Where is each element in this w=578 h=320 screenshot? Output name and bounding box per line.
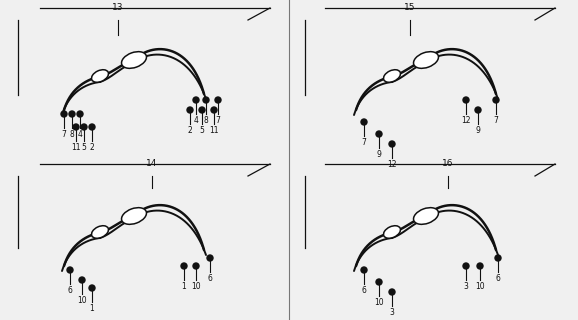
Text: 11: 11 — [209, 126, 218, 135]
Circle shape — [215, 97, 221, 103]
Circle shape — [493, 97, 499, 103]
Ellipse shape — [413, 52, 439, 68]
Circle shape — [61, 111, 67, 117]
Circle shape — [211, 107, 217, 113]
Text: 3: 3 — [390, 308, 394, 317]
Ellipse shape — [384, 70, 401, 82]
Text: 12: 12 — [461, 116, 470, 125]
Circle shape — [361, 119, 367, 125]
Circle shape — [475, 107, 481, 113]
Ellipse shape — [121, 208, 146, 224]
Ellipse shape — [91, 226, 109, 238]
Circle shape — [89, 285, 95, 291]
Circle shape — [199, 107, 205, 113]
Text: 7: 7 — [62, 130, 66, 139]
Text: 1: 1 — [181, 282, 186, 291]
Text: 6: 6 — [208, 274, 213, 283]
Text: 6: 6 — [68, 286, 72, 295]
Text: 12: 12 — [387, 160, 397, 169]
Text: 5: 5 — [81, 143, 87, 152]
Circle shape — [89, 124, 95, 130]
Circle shape — [463, 263, 469, 269]
Circle shape — [69, 111, 75, 117]
Text: 16: 16 — [442, 159, 454, 168]
Text: 1: 1 — [90, 304, 94, 313]
Text: 10: 10 — [77, 296, 87, 305]
Text: 7: 7 — [216, 116, 220, 125]
Text: 6: 6 — [495, 274, 501, 283]
Circle shape — [361, 267, 367, 273]
Circle shape — [67, 267, 73, 273]
Text: 10: 10 — [475, 282, 485, 291]
Text: 4: 4 — [194, 116, 198, 125]
Circle shape — [495, 255, 501, 261]
Text: 4: 4 — [77, 130, 83, 139]
Text: 7: 7 — [494, 116, 498, 125]
Text: 5: 5 — [199, 126, 205, 135]
Text: 15: 15 — [404, 3, 416, 12]
Text: 7: 7 — [362, 138, 366, 147]
Text: 8: 8 — [203, 116, 209, 125]
Circle shape — [463, 97, 469, 103]
Circle shape — [79, 277, 85, 283]
Text: 6: 6 — [362, 286, 366, 295]
Ellipse shape — [121, 52, 146, 68]
Text: 3: 3 — [464, 282, 468, 291]
Circle shape — [73, 124, 79, 130]
Ellipse shape — [413, 208, 439, 224]
Circle shape — [389, 289, 395, 295]
Text: 2: 2 — [90, 143, 94, 152]
Text: 10: 10 — [374, 298, 384, 307]
Text: 11: 11 — [71, 143, 81, 152]
Circle shape — [187, 107, 193, 113]
Circle shape — [207, 255, 213, 261]
Text: 13: 13 — [112, 3, 124, 12]
Circle shape — [77, 111, 83, 117]
Ellipse shape — [384, 226, 401, 238]
Text: 9: 9 — [376, 150, 381, 159]
Circle shape — [389, 141, 395, 147]
Text: 14: 14 — [146, 159, 158, 168]
Circle shape — [81, 124, 87, 130]
Circle shape — [193, 97, 199, 103]
Circle shape — [193, 263, 199, 269]
Text: 8: 8 — [69, 130, 75, 139]
Circle shape — [181, 263, 187, 269]
Ellipse shape — [91, 70, 109, 82]
Text: 9: 9 — [476, 126, 480, 135]
Circle shape — [203, 97, 209, 103]
Circle shape — [376, 131, 382, 137]
Circle shape — [477, 263, 483, 269]
Text: 10: 10 — [191, 282, 201, 291]
Circle shape — [376, 279, 382, 285]
Text: 2: 2 — [188, 126, 192, 135]
